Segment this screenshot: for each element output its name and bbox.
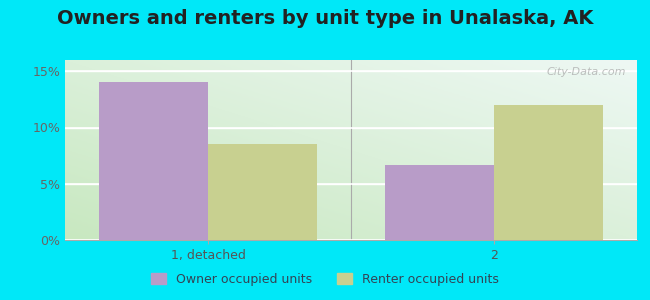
Legend: Owner occupied units, Renter occupied units: Owner occupied units, Renter occupied un… [146,268,504,291]
Bar [494,105,603,240]
Bar [385,165,494,240]
Bar [99,82,208,240]
Text: City-Data.com: City-Data.com [546,67,625,77]
Text: Owners and renters by unit type in Unalaska, AK: Owners and renters by unit type in Unala… [57,9,593,28]
Bar [208,144,317,240]
